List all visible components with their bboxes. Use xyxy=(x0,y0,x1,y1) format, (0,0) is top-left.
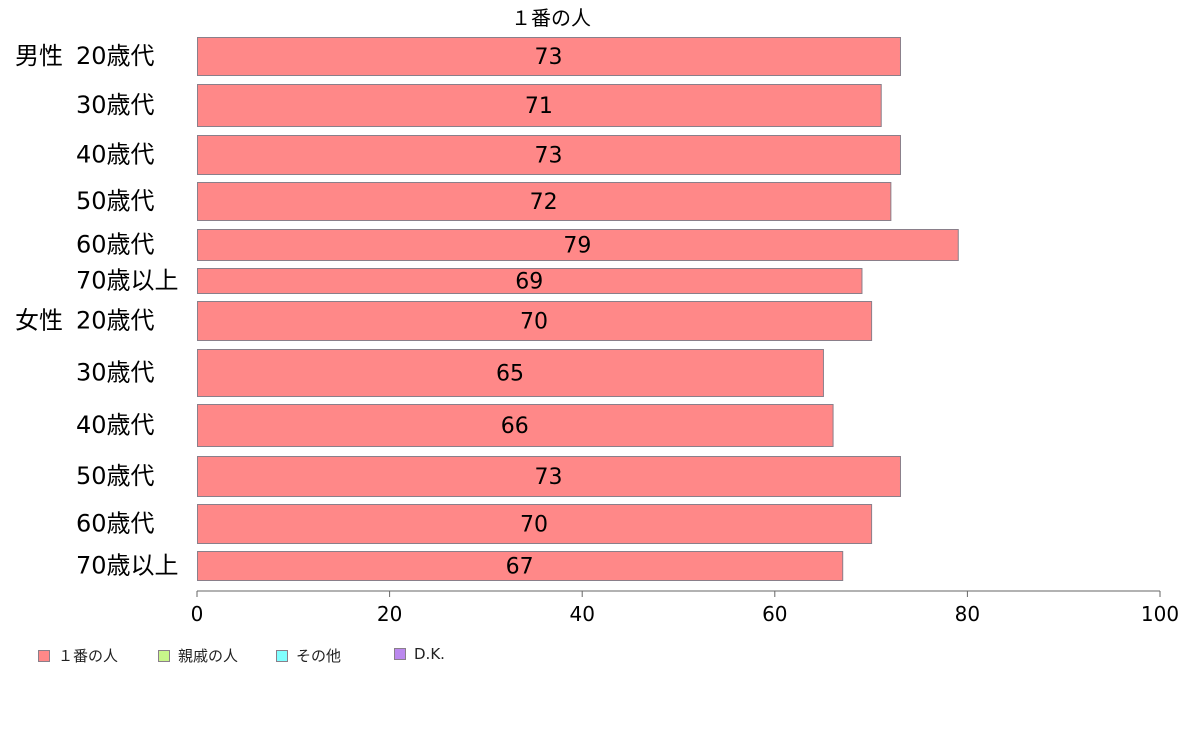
category-label: 50歳代 xyxy=(76,462,155,490)
bar xyxy=(197,37,901,76)
bar xyxy=(197,349,824,397)
x-tick-label: 20 xyxy=(377,602,402,626)
bar xyxy=(197,182,892,221)
category-label: 30歳代 xyxy=(76,91,155,119)
category-label: 60歳代 xyxy=(76,231,155,259)
category-label: 30歳代 xyxy=(76,359,155,387)
bar xyxy=(197,551,844,581)
legend-item: D.K. xyxy=(394,645,445,663)
bar-value-label: 70 xyxy=(520,310,548,335)
bar-value-label: 69 xyxy=(515,270,543,295)
category-label: 40歳代 xyxy=(76,411,155,439)
bar-value-label: 79 xyxy=(563,234,591,259)
bar-value-label: 73 xyxy=(534,45,562,70)
legend-swatch xyxy=(38,649,50,662)
chart-title: １番の人 xyxy=(511,6,591,30)
bar-value-label: 70 xyxy=(520,513,548,538)
category-label: 70歳以上 xyxy=(76,267,179,295)
category-label: 20歳代 xyxy=(76,307,155,335)
legend-label: D.K. xyxy=(414,645,445,663)
x-tick-label: 0 xyxy=(191,602,204,626)
bar-value-label: 71 xyxy=(525,94,553,119)
legend-label: その他 xyxy=(296,647,342,665)
bar-value-label: 73 xyxy=(534,465,562,490)
x-tick-label: 100 xyxy=(1141,602,1179,626)
bar-value-label: 72 xyxy=(530,190,558,215)
legend-label: 親戚の人 xyxy=(178,647,239,665)
legend-label: １番の人 xyxy=(58,647,119,665)
bar-value-label: 73 xyxy=(534,144,562,169)
bar xyxy=(197,456,901,497)
bar xyxy=(197,268,863,294)
category-label: 70歳以上 xyxy=(76,552,179,580)
bar-value-label: 66 xyxy=(501,414,529,439)
group-label: 女性 xyxy=(15,307,63,335)
bar xyxy=(197,135,901,175)
legend-item: 親戚の人 xyxy=(158,645,238,666)
legend-swatch xyxy=(394,648,406,660)
x-tick-label: 60 xyxy=(762,602,787,626)
bar xyxy=(197,84,882,127)
category-label: 20歳代 xyxy=(76,42,155,70)
category-label: 60歳代 xyxy=(76,510,155,538)
legend-item: １番の人 xyxy=(38,645,118,666)
bar xyxy=(197,301,873,341)
bar-value-label: 67 xyxy=(506,555,534,580)
bar xyxy=(197,504,873,544)
x-tick-label: 80 xyxy=(955,602,980,626)
legend-swatch xyxy=(158,649,170,662)
legend-item: その他 xyxy=(276,645,341,666)
legend-swatch xyxy=(276,649,288,662)
bar xyxy=(197,229,959,261)
category-label: 50歳代 xyxy=(76,187,155,215)
bar-value-label: 65 xyxy=(496,362,524,387)
category-label: 40歳代 xyxy=(76,141,155,169)
bar xyxy=(197,404,834,447)
group-label: 男性 xyxy=(15,42,63,70)
x-tick-label: 40 xyxy=(569,602,594,626)
